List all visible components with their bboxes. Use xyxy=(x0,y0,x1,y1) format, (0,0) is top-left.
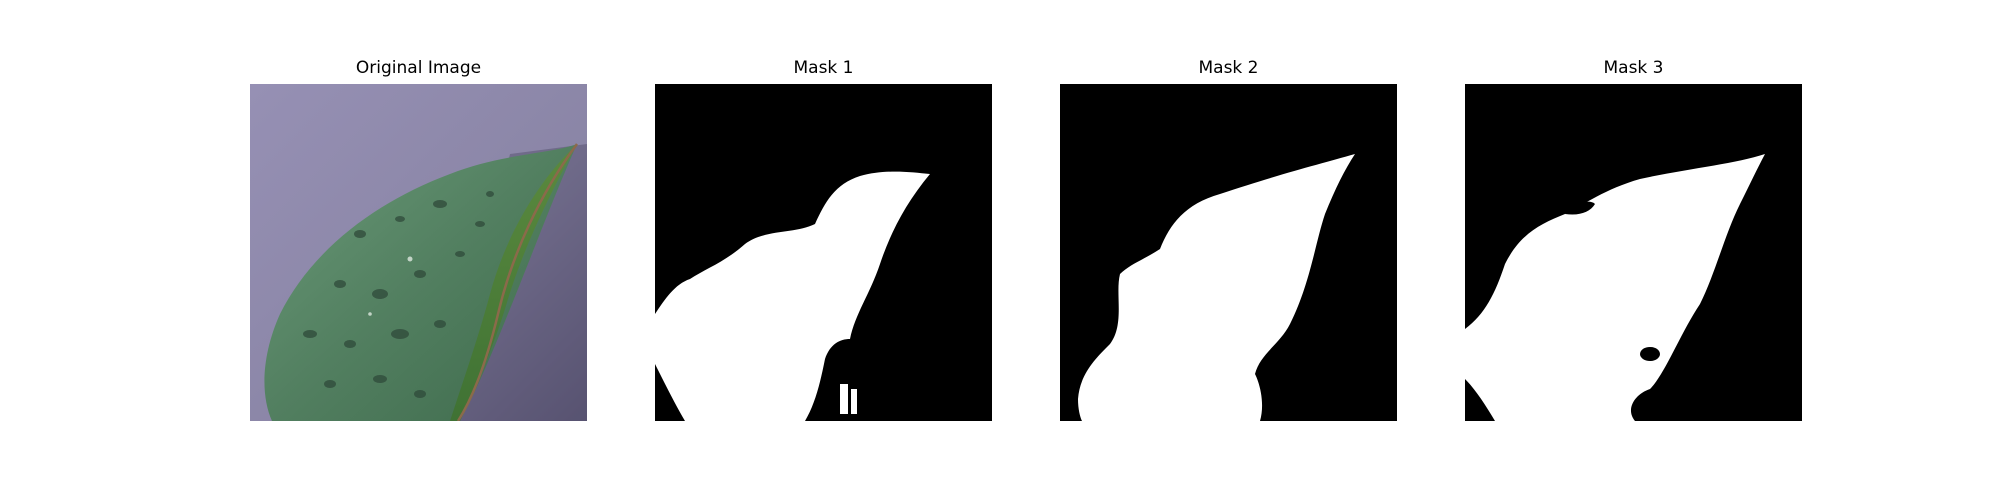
mask-region xyxy=(1465,154,1765,421)
leaf-spots xyxy=(303,191,494,398)
mask-region xyxy=(655,171,930,421)
original-image xyxy=(250,84,587,421)
panel-title: Original Image xyxy=(355,58,482,78)
mask-hole xyxy=(1640,347,1660,361)
mask-1 xyxy=(655,84,992,421)
leaf-midrib xyxy=(456,143,579,421)
leaf-edge xyxy=(450,144,577,421)
leaf-body xyxy=(264,144,577,421)
panel-title: Mask 3 xyxy=(1603,58,1664,78)
panel-title: Mask 1 xyxy=(793,58,854,78)
mask-region xyxy=(1078,154,1355,421)
mask-3 xyxy=(1465,84,1802,421)
mask-image xyxy=(1060,84,1397,421)
mask-image xyxy=(1465,84,1802,421)
mask-image xyxy=(655,84,992,421)
leaf-photo xyxy=(250,84,587,421)
panel-title: Mask 2 xyxy=(1198,58,1259,78)
mask-2 xyxy=(1060,84,1397,421)
